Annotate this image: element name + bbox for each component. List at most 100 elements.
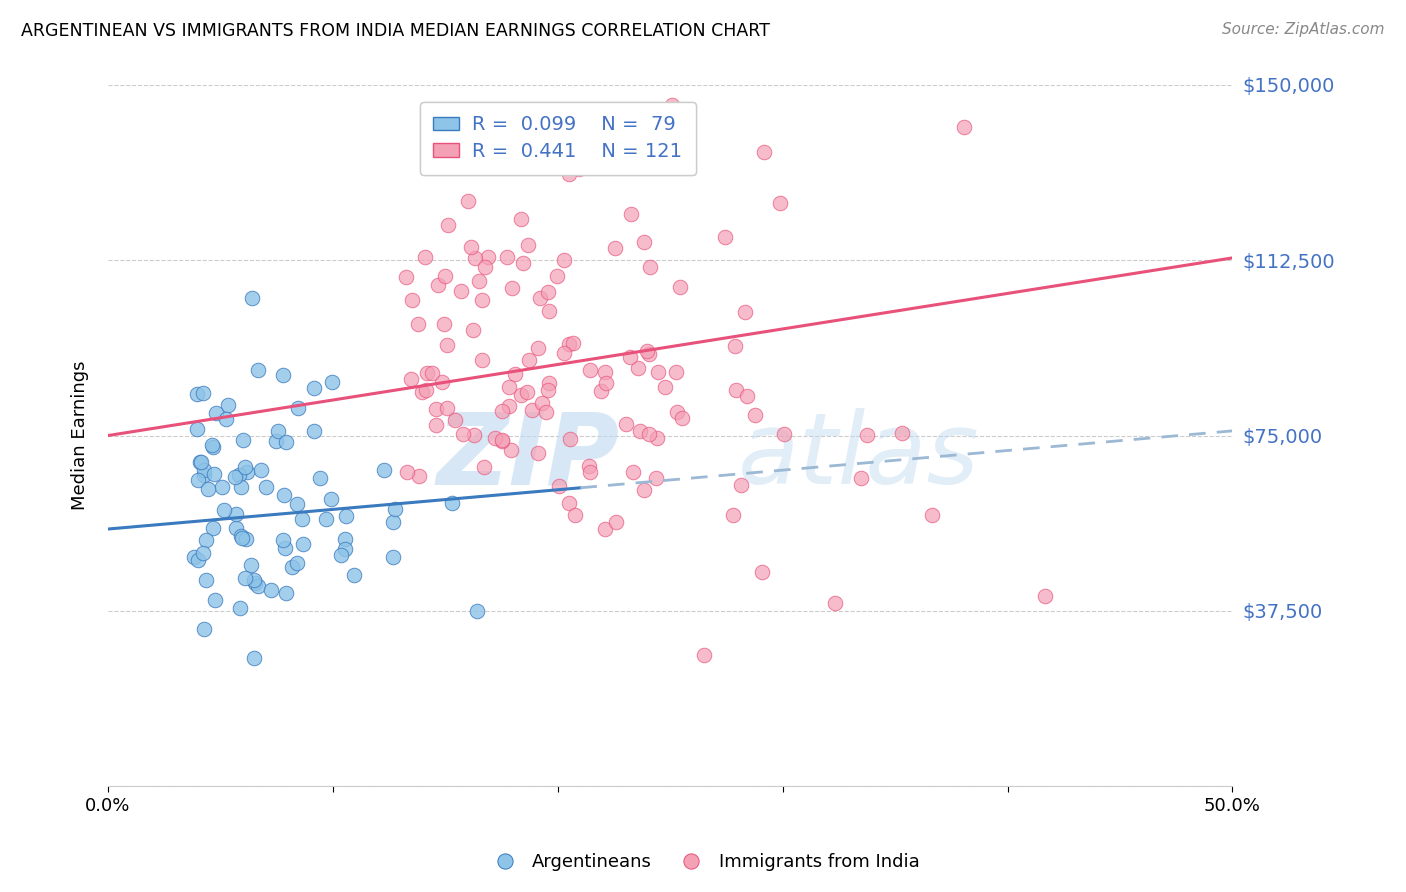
Point — [425, 401, 447, 416]
Point — [562, 336, 585, 351]
Point — [193, 467, 215, 482]
Text: ARGENTINEAN VS IMMIGRANTS FROM INDIA MEDIAN EARNINGS CORRELATION CHART: ARGENTINEAN VS IMMIGRANTS FROM INDIA MED… — [21, 22, 770, 40]
Point — [228, 468, 250, 483]
Point — [457, 194, 479, 208]
Point — [714, 230, 737, 244]
Point — [309, 471, 332, 485]
Point — [498, 400, 520, 414]
Point — [434, 268, 457, 283]
Point — [538, 376, 561, 391]
Point — [638, 426, 661, 441]
Point — [633, 483, 655, 497]
Point — [194, 573, 217, 587]
Point — [579, 466, 602, 480]
Point — [422, 366, 444, 380]
Point — [343, 568, 366, 582]
Point — [333, 533, 356, 547]
Text: Source: ZipAtlas.com: Source: ZipAtlas.com — [1222, 22, 1385, 37]
Point — [744, 409, 766, 423]
Point — [273, 368, 295, 383]
Point — [593, 522, 616, 536]
Point — [260, 582, 283, 597]
Point — [593, 365, 616, 379]
Point — [406, 317, 429, 331]
Point — [281, 559, 304, 574]
Point — [188, 455, 211, 469]
Point — [591, 384, 613, 398]
Point — [183, 549, 205, 564]
Point — [432, 318, 454, 332]
Point — [471, 352, 494, 367]
Point — [558, 167, 581, 181]
Point — [411, 384, 433, 399]
Point — [228, 601, 250, 615]
Point — [436, 401, 458, 415]
Point — [401, 293, 423, 307]
Point — [558, 337, 581, 351]
Point — [645, 431, 668, 445]
Point — [205, 406, 228, 420]
Point — [633, 235, 655, 249]
Point — [254, 480, 277, 494]
Point — [274, 434, 297, 449]
Point — [529, 291, 551, 305]
Point — [460, 240, 482, 254]
Point — [621, 465, 644, 479]
Point — [233, 571, 256, 585]
Point — [491, 434, 513, 448]
Point — [384, 501, 406, 516]
Point — [491, 404, 513, 418]
Point — [408, 469, 430, 483]
Point — [665, 365, 688, 379]
Point — [891, 425, 914, 440]
Point — [724, 339, 747, 353]
Point — [503, 368, 526, 382]
Point — [211, 480, 233, 494]
Point — [302, 424, 325, 438]
Point — [553, 345, 575, 359]
Point — [382, 549, 405, 564]
Point — [273, 488, 295, 502]
Text: ZIP: ZIP — [437, 408, 620, 505]
Point — [415, 383, 437, 397]
Point — [436, 337, 458, 351]
Point — [200, 438, 222, 452]
Point — [498, 379, 520, 393]
Point — [638, 260, 661, 274]
Point — [464, 251, 486, 265]
Point — [319, 491, 342, 506]
Point — [752, 145, 775, 159]
Point — [856, 427, 879, 442]
Point — [474, 260, 496, 274]
Point — [233, 460, 256, 475]
Point — [190, 455, 212, 469]
Point — [243, 573, 266, 587]
Point — [647, 365, 669, 379]
Point — [484, 431, 506, 445]
Point — [396, 465, 419, 479]
Point — [444, 413, 467, 427]
Point — [522, 403, 544, 417]
Point — [321, 376, 343, 390]
Point — [302, 381, 325, 395]
Point — [236, 465, 259, 479]
Point — [605, 241, 627, 255]
Point — [516, 238, 538, 252]
Point — [437, 218, 460, 232]
Point — [271, 533, 294, 547]
Point — [285, 497, 308, 511]
Point — [527, 446, 550, 460]
Point — [243, 650, 266, 665]
Point — [273, 541, 295, 556]
Point — [440, 496, 463, 510]
Point — [451, 427, 474, 442]
Point — [721, 508, 744, 522]
Point — [240, 558, 263, 573]
Point — [654, 380, 676, 394]
Point — [187, 553, 209, 567]
Point — [413, 250, 436, 264]
Y-axis label: Median Earnings: Median Earnings — [72, 360, 89, 510]
Point — [636, 343, 658, 358]
Point — [202, 467, 225, 481]
Point — [1033, 589, 1056, 603]
